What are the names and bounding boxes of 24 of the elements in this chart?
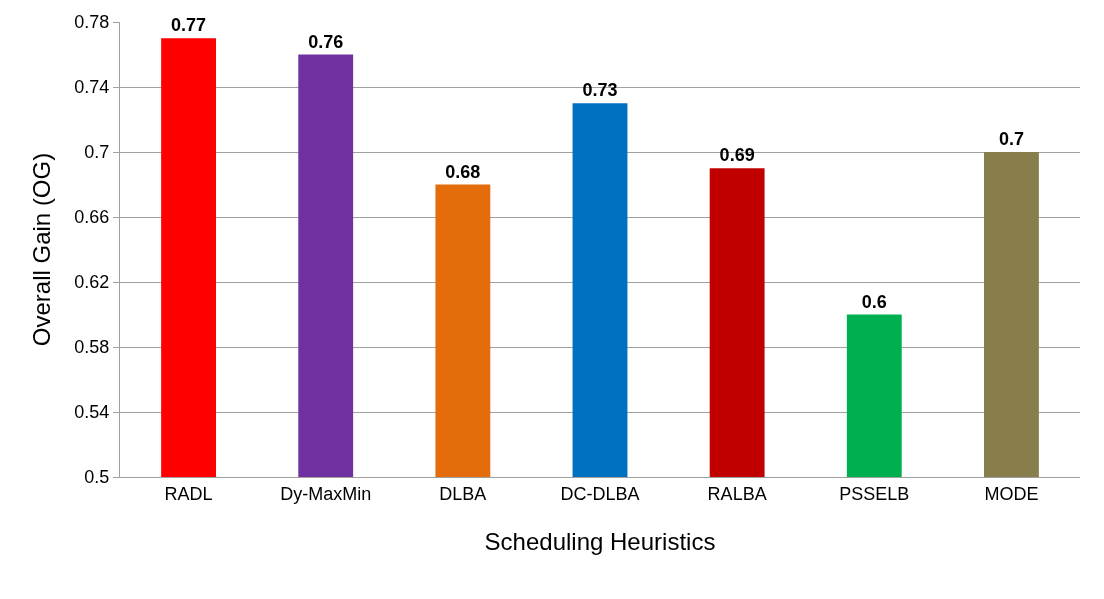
y-tick-label: 0.62 — [74, 272, 110, 293]
y-tick-label: 0.78 — [74, 12, 110, 33]
x-tick-label: DLBA — [439, 483, 487, 504]
data-label: 0.7 — [998, 129, 1024, 149]
y-tick-label: 0.58 — [74, 337, 110, 358]
y-axis-title: Overall Gain (OG) — [28, 152, 56, 347]
data-label: 0.76 — [308, 31, 344, 52]
y-tick-label: 0.74 — [74, 77, 110, 98]
data-label: 0.73 — [582, 80, 618, 101]
x-tick-label: RADL — [164, 483, 213, 504]
x-tick-label: RALBA — [707, 483, 767, 504]
x-tick-label: PSSELB — [839, 483, 910, 504]
x-tick-label: MODE — [984, 483, 1039, 504]
x-tick-label: Dy-MaxMin — [280, 483, 372, 504]
data-label: 0.77 — [171, 15, 207, 36]
y-tick-label: 0.5 — [84, 467, 110, 488]
data-label: 0.68 — [445, 161, 481, 182]
y-tick-label: 0.54 — [74, 402, 110, 423]
x-axis-title: Scheduling Heuristics — [484, 527, 716, 555]
x-tick-label: DC-DLBA — [560, 483, 640, 504]
data-label: 0.69 — [719, 145, 755, 166]
y-tick-label: 0.7 — [84, 142, 110, 163]
data-label: 0.6 — [861, 291, 887, 312]
y-tick-label: 0.66 — [74, 207, 110, 228]
